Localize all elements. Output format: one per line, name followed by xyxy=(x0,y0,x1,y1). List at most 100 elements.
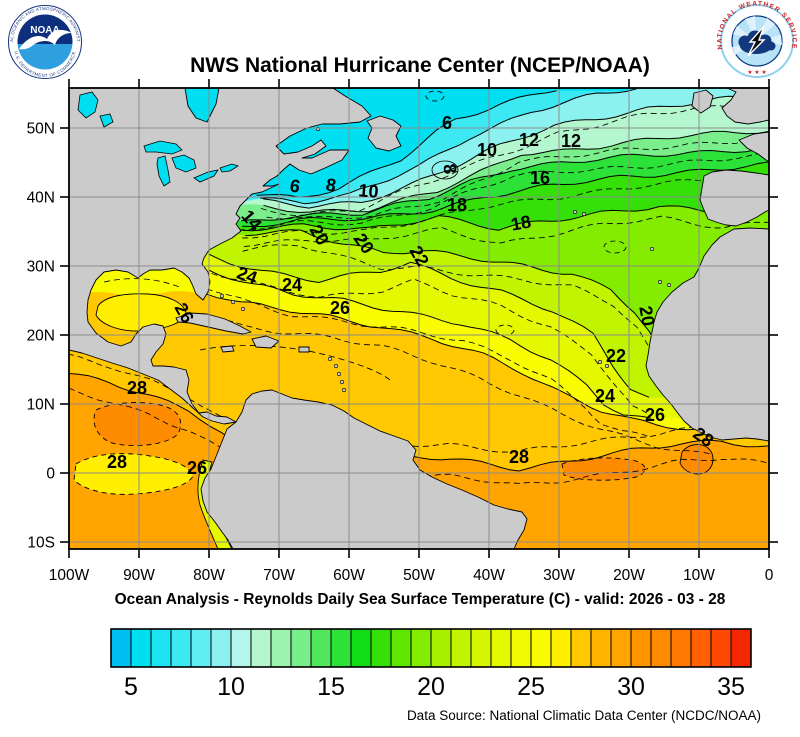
isotherm-dashed xyxy=(242,244,655,361)
contour-label: 26 xyxy=(330,298,350,318)
nws-stars: ★ ★ ★ xyxy=(747,69,766,76)
colorbar-label: 15 xyxy=(317,673,345,701)
colorbar-label: 30 xyxy=(617,673,645,701)
nws-logo: NATIONAL WEATHER SERVICE ★ ★ ★ xyxy=(716,0,796,78)
x-axis-label: 0 xyxy=(765,567,774,584)
land-polygon xyxy=(699,169,769,227)
x-axis-label: 80W xyxy=(193,567,225,584)
colorbar-label: 20 xyxy=(417,673,445,701)
colorbar-cell xyxy=(110,628,132,668)
isotherm-dashed xyxy=(69,353,769,453)
colorbar-cell xyxy=(710,628,732,668)
y-axis-label: 40N xyxy=(27,190,55,207)
isotherm-18 xyxy=(241,204,769,232)
isotherm-10 xyxy=(263,95,769,209)
isotherm-dashed xyxy=(242,174,769,239)
colorbar-cell xyxy=(470,628,492,668)
island-dot xyxy=(327,356,332,361)
isotherm-26 xyxy=(205,293,709,431)
x-axis-label: 60W xyxy=(333,567,365,584)
isotherm-28 xyxy=(69,373,769,472)
contour-label: 26 xyxy=(645,405,665,425)
colorbar-cell xyxy=(690,628,712,668)
contour-label: 16 xyxy=(530,168,550,188)
map-caption: Ocean Analysis - Reynolds Daily Sea Surf… xyxy=(115,591,726,608)
axis-ticks xyxy=(60,79,778,558)
y-axis-label: 10S xyxy=(27,535,55,552)
colorbar-label: 25 xyxy=(517,673,545,701)
sst-patch xyxy=(561,457,646,481)
lake xyxy=(171,154,197,173)
isotherm-dashed xyxy=(266,135,769,220)
noaa-wordmark: NOAA xyxy=(30,25,59,36)
contour-label: 8 xyxy=(439,162,460,175)
sst-warm-patches xyxy=(73,293,714,549)
lake xyxy=(77,91,99,119)
isotherm-20 xyxy=(245,229,658,346)
contour-label: 6 xyxy=(288,175,301,196)
contour-label: 28 xyxy=(107,452,127,472)
colorbar-cell xyxy=(170,628,192,668)
island-dot xyxy=(666,282,671,287)
sst-patch xyxy=(95,293,187,332)
colorbar-cell xyxy=(490,628,512,668)
colorbar-cell xyxy=(250,628,272,668)
contour-label: 26 xyxy=(187,458,207,478)
isotherm-12 xyxy=(263,130,769,214)
colorbar-cell xyxy=(290,628,312,668)
isotherm-14 xyxy=(241,145,769,222)
noaa-logo: NATIONAL OCEANIC AND ATMOSPHERIC ADMINIS… xyxy=(8,5,82,79)
colorbar-label: 10 xyxy=(217,673,245,701)
contour-label: 22 xyxy=(606,346,626,366)
lake xyxy=(219,163,239,173)
isotherm-contours xyxy=(69,88,769,486)
colorbar-cell xyxy=(190,628,212,668)
sst-patch xyxy=(679,444,714,475)
colorbar: 5 10 15 20 25 30 35 xyxy=(110,628,752,701)
land-polygon xyxy=(69,88,372,425)
colorbar-cell xyxy=(350,628,372,668)
isotherm-16 xyxy=(242,161,769,227)
isotherm-8 xyxy=(260,88,637,205)
isotherm-dashed xyxy=(206,288,650,438)
x-axis-label: 50W xyxy=(403,567,435,584)
land-polygon xyxy=(366,115,402,152)
isotherm-dashed xyxy=(260,104,769,216)
island-dot xyxy=(572,210,577,215)
colorbar-cell xyxy=(570,628,592,668)
lightning-bolt-icon xyxy=(747,25,766,57)
isotherm-6 xyxy=(256,90,557,198)
land-polygon xyxy=(175,312,252,335)
land-polygon xyxy=(298,346,310,353)
latlon-grid xyxy=(69,88,769,549)
colorbar-cell xyxy=(510,628,532,668)
land-polygon xyxy=(691,89,714,114)
eddy-contour xyxy=(425,90,445,102)
colorbar-cell xyxy=(670,628,692,668)
colorbar-cell xyxy=(730,628,752,668)
x-axis-label: 20W xyxy=(613,567,645,584)
colorbar-cell xyxy=(630,628,652,668)
contour-label: 20 xyxy=(635,304,658,327)
colorbar-cell xyxy=(330,628,352,668)
island-dot xyxy=(581,212,586,217)
seagull-icon xyxy=(19,29,72,50)
x-axis-label: 100W xyxy=(49,567,90,584)
x-axis-label: 70W xyxy=(263,567,295,584)
colorbar-cell xyxy=(270,628,292,668)
eddy-contour xyxy=(431,160,459,180)
data-source-note: Data Source: National Climatic Data Cent… xyxy=(407,708,761,723)
y-axis-label: 10N xyxy=(27,397,55,414)
isotherm-dashed xyxy=(244,215,769,248)
contour-label: 18 xyxy=(447,195,467,215)
island-dot xyxy=(241,306,246,311)
colorbar-cell xyxy=(210,628,232,668)
lake xyxy=(99,113,114,128)
land-polygon xyxy=(200,389,528,549)
isotherm-22 xyxy=(208,253,650,398)
page-title: NWS National Hurricane Center (NCEP/NOAA… xyxy=(190,54,650,77)
colorbar-cell xyxy=(150,628,172,668)
isotherm-dashed xyxy=(199,345,391,381)
